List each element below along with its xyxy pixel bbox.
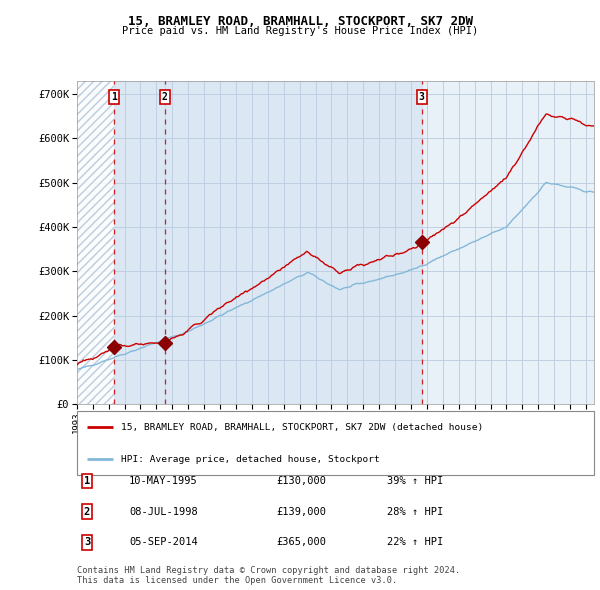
Bar [77, 81, 115, 404]
Text: 2: 2 [162, 92, 167, 102]
Text: HPI: Average price, detached house, Stockport: HPI: Average price, detached house, Stoc… [121, 454, 380, 464]
Text: 3: 3 [84, 537, 90, 547]
Text: 08-JUL-1998: 08-JUL-1998 [129, 507, 198, 516]
Text: 15, BRAMLEY ROAD, BRAMHALL, STOCKPORT, SK7 2DW: 15, BRAMLEY ROAD, BRAMHALL, STOCKPORT, S… [128, 15, 473, 28]
Bar [115, 81, 164, 404]
Text: 15, BRAMLEY ROAD, BRAMHALL, STOCKPORT, SK7 2DW (detached house): 15, BRAMLEY ROAD, BRAMHALL, STOCKPORT, S… [121, 422, 483, 432]
Text: 22% ↑ HPI: 22% ↑ HPI [387, 537, 443, 547]
Text: 05-SEP-2014: 05-SEP-2014 [129, 537, 198, 547]
Text: £130,000: £130,000 [276, 476, 326, 486]
Text: 1: 1 [84, 476, 90, 486]
Text: Price paid vs. HM Land Registry's House Price Index (HPI): Price paid vs. HM Land Registry's House … [122, 26, 478, 36]
Text: £365,000: £365,000 [276, 537, 326, 547]
Text: 28% ↑ HPI: 28% ↑ HPI [387, 507, 443, 516]
Text: Contains HM Land Registry data © Crown copyright and database right 2024.
This d: Contains HM Land Registry data © Crown c… [77, 566, 460, 585]
Text: 39% ↑ HPI: 39% ↑ HPI [387, 476, 443, 486]
Text: 2: 2 [84, 507, 90, 516]
Text: 10-MAY-1995: 10-MAY-1995 [129, 476, 198, 486]
Text: £139,000: £139,000 [276, 507, 326, 516]
Bar [164, 81, 422, 404]
Text: 1: 1 [112, 92, 117, 102]
Text: 3: 3 [419, 92, 425, 102]
